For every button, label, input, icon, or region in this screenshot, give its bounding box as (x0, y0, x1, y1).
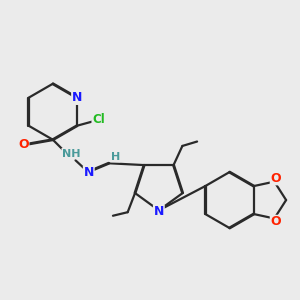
Text: H: H (111, 152, 120, 162)
Text: N: N (72, 91, 82, 104)
Text: NH: NH (62, 148, 81, 158)
Text: O: O (271, 172, 281, 184)
Text: O: O (18, 138, 29, 151)
Text: Cl: Cl (92, 113, 105, 126)
Text: O: O (271, 215, 281, 229)
Text: N: N (154, 205, 164, 218)
Text: N: N (84, 166, 94, 179)
